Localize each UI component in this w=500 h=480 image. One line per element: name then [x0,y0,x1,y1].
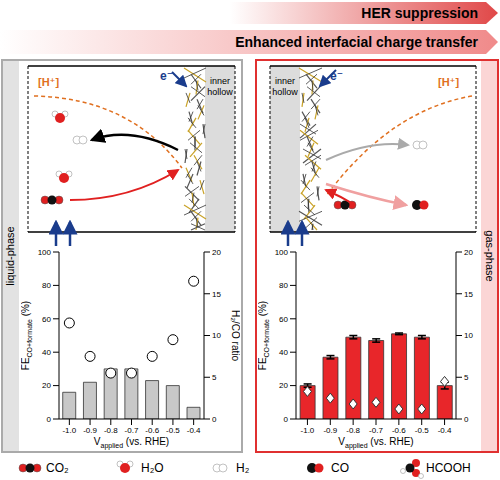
svg-text:100: 100 [38,248,52,257]
svg-text:gas-phase: gas-phase [484,230,492,281]
svg-text:CO: CO [331,461,349,475]
svg-text:20: 20 [464,248,473,257]
svg-text:-0.7: -0.7 [369,426,383,435]
svg-text:HCOOH: HCOOH [426,461,471,475]
svg-text:[H⁺]: [H⁺] [438,76,459,88]
svg-text:80: 80 [42,281,51,290]
svg-text:5: 5 [464,373,469,382]
svg-text:0: 0 [212,415,217,424]
svg-text:hollow: hollow [272,87,298,97]
svg-text:liquid-phase: liquid-phase [8,226,16,285]
svg-text:-0.6: -0.6 [392,426,406,435]
svg-text:FECO+formate (%): FECO+formate (%) [258,301,270,370]
svg-text:40: 40 [279,348,288,357]
svg-text:10: 10 [464,331,473,340]
svg-text:inner: inner [275,76,295,86]
svg-text:-0.8: -0.8 [104,426,118,435]
svg-text:15: 15 [464,290,473,299]
svg-text:60: 60 [42,315,51,324]
svg-text:-0.9: -0.9 [323,426,337,435]
svg-text:e⁻: e⁻ [160,69,173,83]
svg-text:5: 5 [212,373,217,382]
svg-text:H₂: H₂ [236,461,250,475]
svg-text:-0.4: -0.4 [438,426,452,435]
svg-text:-1.0: -1.0 [62,426,76,435]
svg-text:0: 0 [47,415,52,424]
svg-text:20: 20 [279,381,288,390]
svg-text:-0.5: -0.5 [166,426,180,435]
svg-text:15: 15 [212,290,221,299]
svg-text:-0.4: -0.4 [187,426,201,435]
svg-text:[H⁺]: [H⁺] [38,76,59,88]
svg-text:60: 60 [279,315,288,324]
svg-text:-0.8: -0.8 [346,426,360,435]
svg-text:10: 10 [212,331,221,340]
svg-text:-0.6: -0.6 [145,426,159,435]
svg-text:20: 20 [212,248,221,257]
svg-text:Enhanced interfacial charge tr: Enhanced interfacial charge transfer [235,34,478,50]
svg-text:100: 100 [275,248,289,257]
svg-text:-1.0: -1.0 [301,426,315,435]
svg-text:-0.9: -0.9 [83,426,97,435]
svg-text:-0.5: -0.5 [415,426,429,435]
svg-text:80: 80 [279,281,288,290]
svg-text:inner: inner [210,76,230,86]
svg-text:Vapplied (vs. RHE): Vapplied (vs. RHE) [338,436,413,450]
svg-text:e⁻: e⁻ [330,69,343,83]
svg-text:Vapplied (vs. RHE): Vapplied (vs. RHE) [94,436,169,450]
svg-text:0: 0 [464,415,469,424]
svg-text:H₂O: H₂O [141,461,164,475]
svg-text:-0.7: -0.7 [125,426,139,435]
svg-text:20: 20 [42,381,51,390]
svg-text:0: 0 [284,415,289,424]
svg-text:hollow: hollow [207,87,233,97]
svg-text:H₂/CO ratio: H₂/CO ratio [230,310,240,362]
svg-text:HER suppression: HER suppression [361,5,478,21]
svg-text:FECO+formate (%): FECO+formate (%) [21,301,33,370]
svg-text:40: 40 [42,348,51,357]
svg-text:CO₂: CO₂ [46,461,69,475]
